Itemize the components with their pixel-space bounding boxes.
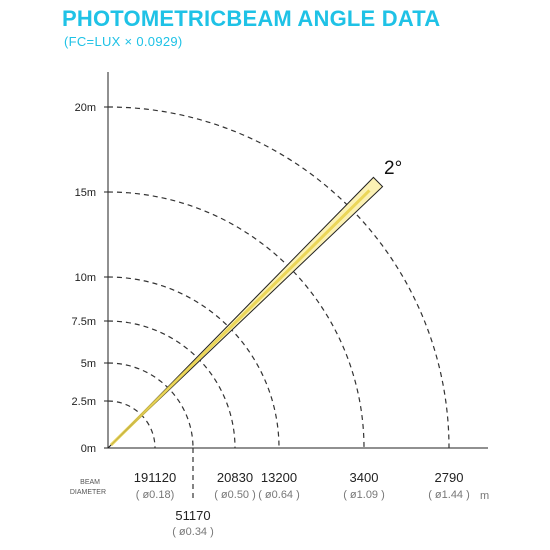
y-tick-label-4: 5m [81,358,96,370]
beam-diameter-0: ( ø0.18) [136,489,175,501]
y-tick-label-0: 20m [75,102,96,114]
beam-diameter-4: ( ø1.09 ) [343,489,385,501]
beam-label-line2: DIAMETER [70,489,106,496]
y-tick-label-1: 15m [75,187,96,199]
lux-value-4: 3400 [350,470,379,485]
lux-value-2: 20830 [217,470,253,485]
light-beam: 2° [107,158,402,449]
lux-value-5: 2790 [435,470,464,485]
beam-diameter-2: ( ø0.50 ) [214,489,256,501]
lux-value-0: 191120 [134,470,176,485]
conversion-note: (FC=LUX × 0.0929) [64,34,183,49]
beam-readings: 191120 ( ø0.18)51170 ( ø0.34 ) 20830 ( ø0.50… [134,448,470,538]
y-tick-label-2: 10m [75,272,96,284]
beam-diameter-1: ( ø0.34 ) [172,526,214,538]
y-axis-ticks: 20m 15m 10m 7.5m 5m 2.5m 0m [72,102,108,455]
page-title: PHOTOMETRICBEAM ANGLE DATA [62,6,441,31]
lux-value-1: 51170 [175,508,210,523]
beam-diameter-5: ( ø1.44 ) [428,489,470,501]
lux-value-3: 13200 [261,470,297,485]
beam-diameter-3: ( ø0.64 ) [258,489,300,501]
beam-core [109,189,371,447]
beam-angle-label: 2° [384,158,402,179]
y-tick-label-5: 2.5m [72,396,96,408]
y-tick-label-6: 0m [81,443,96,455]
unit-label: m [480,490,489,502]
distance-arc-3 [107,276,280,449]
beam-label-line1: BEAM [80,479,100,486]
y-tick-label-3: 7.5m [72,316,96,328]
